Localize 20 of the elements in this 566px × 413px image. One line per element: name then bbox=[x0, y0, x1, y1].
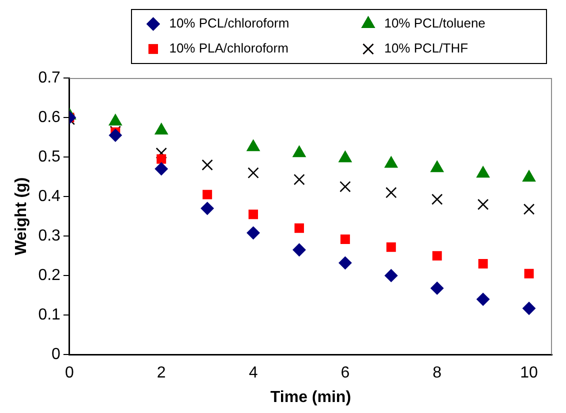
legend-label: 10% PLA/chloroform bbox=[169, 40, 288, 56]
y-tick-label: 0.3 bbox=[38, 227, 61, 244]
x-tick-label: 10 bbox=[520, 364, 538, 382]
y-tick-label: 0.1 bbox=[38, 306, 61, 324]
x-tick-label: 0 bbox=[64, 364, 74, 382]
y-tick-label: 0.4 bbox=[38, 188, 61, 205]
y-axis-title: Weight (g) bbox=[13, 177, 30, 256]
x-tick-label: 6 bbox=[340, 364, 350, 382]
x-tick-label: 4 bbox=[248, 364, 258, 382]
legend-label: 10% PCL/chloroform bbox=[169, 16, 290, 31]
y-tick-label: 0.5 bbox=[38, 148, 61, 166]
y-tick-label: 0.6 bbox=[38, 108, 61, 126]
x-axis-title: Time (min) bbox=[270, 388, 352, 406]
y-tick-label: 0.7 bbox=[38, 69, 61, 86]
legend-label: 10% PCL/toluene bbox=[384, 16, 486, 31]
x-tick-label: 2 bbox=[156, 364, 166, 382]
y-tick-label: 0.2 bbox=[38, 266, 61, 284]
legend-label: 10% PCL/THF bbox=[384, 40, 468, 56]
y-tick-label: 0 bbox=[52, 346, 61, 364]
x-tick-label: 8 bbox=[432, 364, 442, 382]
